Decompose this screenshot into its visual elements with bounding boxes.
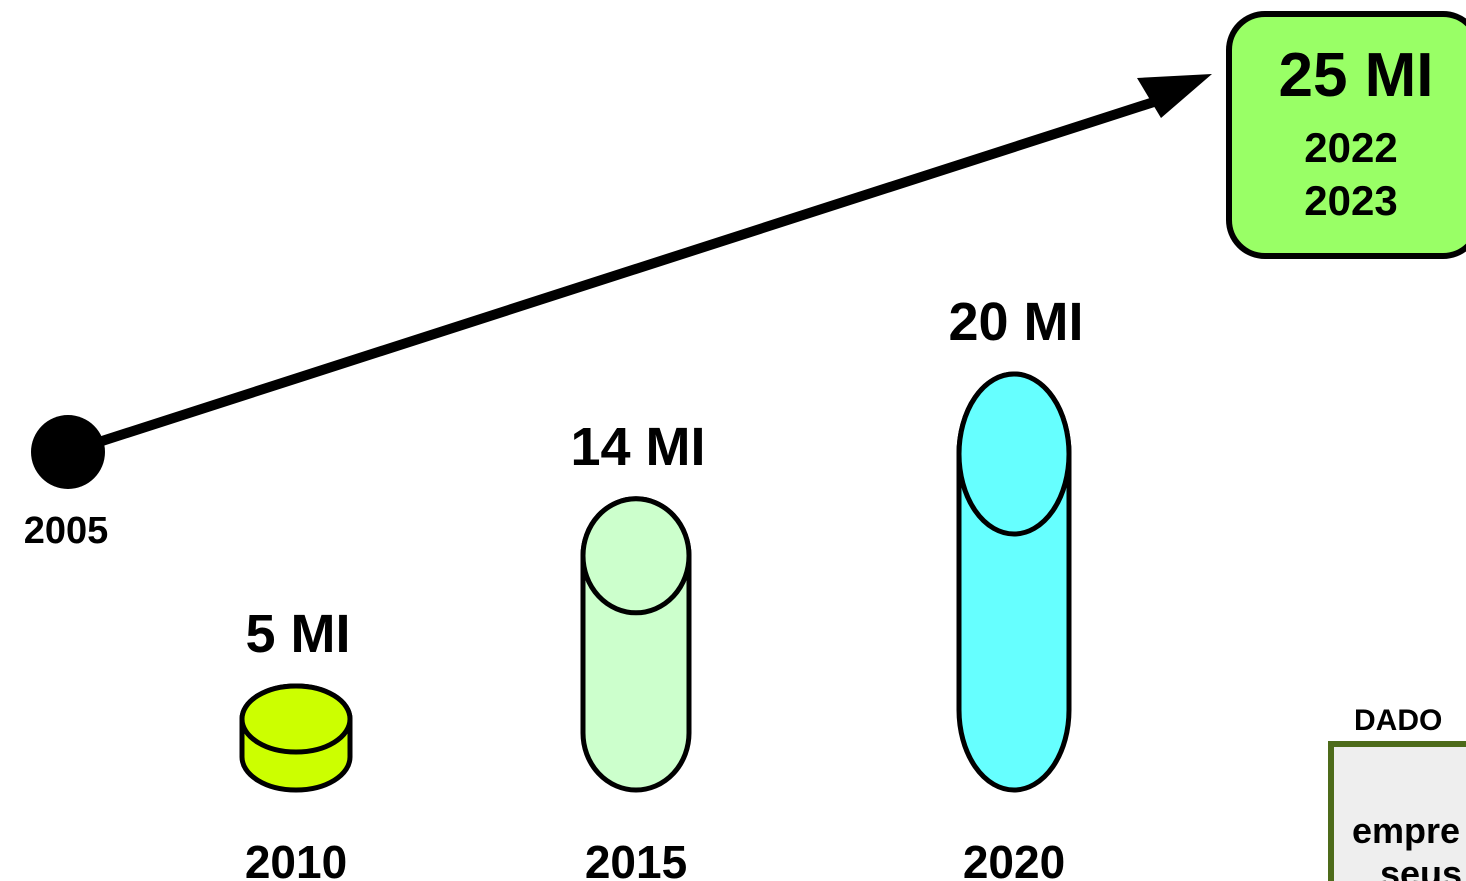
side-box-caption: DADO	[1354, 704, 1442, 737]
trend-arrowhead	[1137, 74, 1212, 118]
side-box-line-2: seus	[1380, 853, 1462, 881]
side-box-line-1: empre	[1352, 810, 1460, 851]
side-box-frame	[1328, 741, 1466, 881]
bar-2010-cap	[239, 683, 353, 755]
bar-2010-category-label: 2010	[245, 836, 347, 881]
bar-2015-category-label: 2015	[585, 836, 687, 881]
target-year-1: 2022	[1304, 124, 1397, 171]
bar-2010-value-label: 5 MI	[245, 604, 350, 664]
target-value-label: 25 MI	[1278, 41, 1433, 110]
trend-arrow-line	[63, 95, 1165, 457]
target-box-shape	[1226, 11, 1466, 259]
target-year-2: 2023	[1304, 177, 1397, 224]
start-point	[31, 415, 105, 489]
bar-2020-category-label: 2020	[963, 836, 1065, 881]
side-info-box: DADO empre seus	[1328, 704, 1466, 881]
target-box: 25 MI 2022 2023	[1226, 11, 1466, 259]
bar-2020-cap	[956, 371, 1072, 537]
start-year-label: 2005	[24, 510, 109, 552]
bars-layer: 5 MI 2010 14 MI 2015 20 MI 2020	[239, 292, 1084, 881]
bar-2015-value-label: 14 MI	[570, 417, 705, 477]
bar-2015-cap	[580, 496, 692, 616]
bar-2020-value-label: 20 MI	[948, 292, 1083, 352]
